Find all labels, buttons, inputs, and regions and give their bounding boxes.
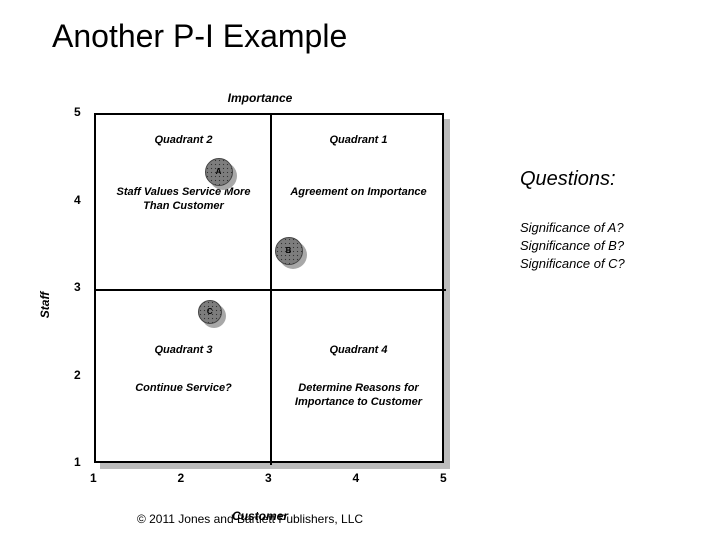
x-tick-label: 2: [178, 471, 185, 485]
y-tick-label: 4: [74, 193, 81, 207]
quadrant-title: Quadrant 2: [104, 133, 264, 147]
y-tick-label: 5: [74, 105, 81, 119]
questions-heading: Questions:: [520, 168, 700, 191]
top-axis-label: Importance: [50, 91, 470, 105]
plot-area: Quadrant 2 Staff Values Service More Than…: [94, 113, 444, 463]
data-point: C: [198, 300, 222, 324]
x-tick-label: 3: [265, 471, 272, 485]
quadrant-subtitle: Determine Reasons for Importance to Cust…: [279, 381, 439, 410]
question-item: Significance of C?: [520, 255, 700, 273]
y-tick-label: 3: [74, 280, 81, 294]
quadrant-subtitle: Agreement on Importance: [279, 185, 439, 199]
x-tick-label: 5: [440, 471, 447, 485]
quadrant-title: Quadrant 3: [104, 343, 264, 357]
page-title: Another P-I Example: [52, 18, 347, 55]
questions-panel: Questions: Significance of A? Significan…: [520, 168, 700, 274]
y-tick-label: 1: [74, 455, 81, 469]
copyright-text: © 2011 Jones and Bartlett Publishers, LL…: [0, 512, 500, 526]
data-point: A: [205, 158, 233, 186]
quadrant-title: Quadrant 4: [279, 343, 439, 357]
x-tick-label: 4: [353, 471, 360, 485]
y-tick-label: 2: [74, 368, 81, 382]
horizontal-midline: [96, 289, 446, 291]
quadrant-subtitle: Continue Service?: [104, 381, 264, 395]
data-point: B: [275, 237, 303, 265]
question-item: Significance of B?: [520, 237, 700, 255]
quadrant-title: Quadrant 1: [279, 133, 439, 147]
y-axis-label: Staff: [38, 292, 52, 318]
quadrant-subtitle: Staff Values Service More Than Customer: [104, 185, 264, 214]
question-item: Significance of A?: [520, 219, 700, 237]
x-tick-label: 1: [90, 471, 97, 485]
pi-chart: Importance Staff Customer Quadrant 2Staf…: [50, 95, 470, 515]
